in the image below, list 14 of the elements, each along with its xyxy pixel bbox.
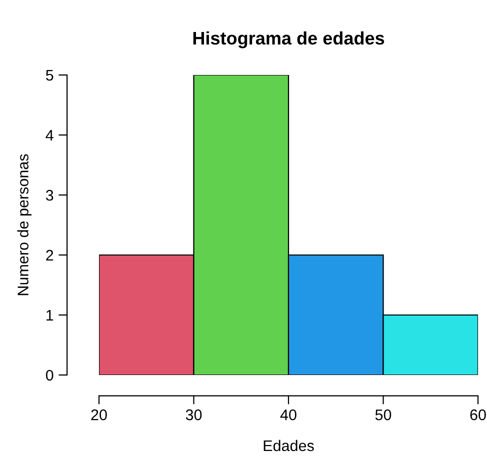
y-tick-label: 0 [46,370,54,381]
y-tick-label: 4 [46,130,54,141]
y-axis-title: Numero de personas [17,154,32,296]
y-tick-label: 3 [46,190,54,201]
chart-title: Histograma de edades [193,31,384,48]
x-axis-title: Edades [264,440,314,452]
x-tick-label: 60 [470,409,486,420]
y-tick-label: 2 [46,250,54,261]
x-tick-label: 50 [375,409,392,420]
y-tick-label: 1 [46,310,54,321]
x-tick-label: 20 [91,409,107,420]
x-tick-label: 40 [280,409,296,420]
x-tick-label: 30 [186,409,202,420]
y-tick-label: 5 [46,70,54,81]
